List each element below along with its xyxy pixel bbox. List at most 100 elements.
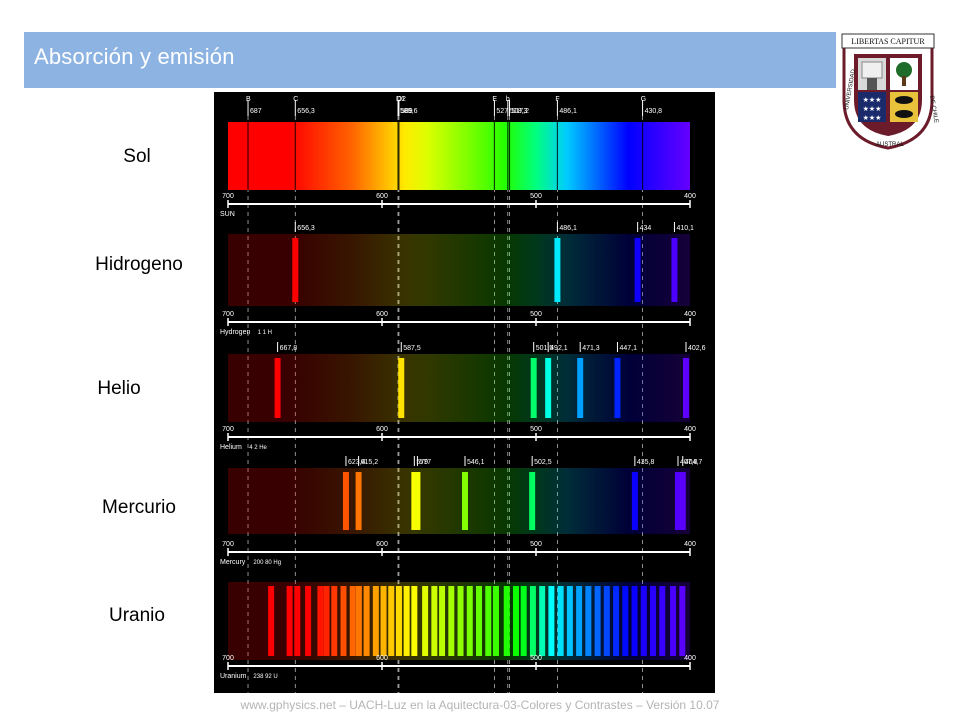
emission-line bbox=[529, 472, 536, 530]
fraunhofer-value: 527 bbox=[496, 108, 508, 115]
line-label: 656,3 bbox=[297, 225, 315, 232]
emission-line bbox=[355, 472, 362, 530]
tick-label: 700 bbox=[222, 311, 234, 318]
fraunhofer-letter: G bbox=[641, 96, 646, 103]
element-name: Hydrogen bbox=[220, 329, 250, 336]
line-label: 587,5 bbox=[403, 345, 421, 352]
emission-line bbox=[613, 586, 620, 656]
row-label-mercurio: Mercurio bbox=[102, 497, 176, 518]
emission-line bbox=[286, 586, 293, 656]
emission-line bbox=[363, 586, 370, 656]
fraunhofer-value: 518,3 bbox=[510, 108, 528, 115]
fraunhofer-value: 687 bbox=[250, 108, 262, 115]
emission-line bbox=[557, 586, 564, 656]
emission-line bbox=[674, 472, 681, 530]
emission-line bbox=[305, 586, 312, 656]
emission-line bbox=[414, 472, 421, 530]
emission-line bbox=[634, 238, 641, 302]
emission-line bbox=[640, 586, 647, 656]
emission-line bbox=[576, 586, 583, 656]
element-symbol: 238 92 U bbox=[253, 674, 277, 680]
emission-line bbox=[679, 472, 686, 530]
spectrum-band bbox=[228, 122, 690, 190]
emission-line bbox=[422, 586, 429, 656]
line-label: 447,1 bbox=[619, 345, 637, 352]
emission-line bbox=[659, 586, 666, 656]
spectrum-band bbox=[228, 468, 690, 534]
emission-line bbox=[492, 586, 499, 656]
line-label: 501,5 bbox=[536, 345, 554, 352]
fraunhofer-letter: b bbox=[506, 96, 510, 103]
tick-label: 400 bbox=[684, 193, 696, 200]
emission-line bbox=[631, 472, 638, 530]
svg-text:LIBERTAS CAPITUR: LIBERTAS CAPITUR bbox=[851, 37, 925, 46]
fraunhofer-value: 486,1 bbox=[559, 108, 577, 115]
emission-line bbox=[457, 586, 464, 656]
tick-label: 600 bbox=[376, 193, 388, 200]
emission-line bbox=[466, 586, 473, 656]
emission-line bbox=[650, 586, 657, 656]
line-label: 579 bbox=[416, 459, 428, 466]
emission-line bbox=[274, 358, 281, 418]
tick-label: 600 bbox=[376, 541, 388, 548]
fraunhofer-value: 430,8 bbox=[645, 108, 663, 115]
fraunhofer-letter: D2 bbox=[397, 96, 406, 103]
tick-label: 400 bbox=[684, 311, 696, 318]
emission-line bbox=[548, 586, 555, 656]
emission-line bbox=[395, 586, 402, 656]
emission-line bbox=[331, 586, 338, 656]
emission-line bbox=[439, 586, 446, 656]
fraunhofer-letter: F bbox=[555, 96, 559, 103]
emission-line bbox=[594, 586, 601, 656]
fraunhofer-value: 589 bbox=[401, 108, 413, 115]
emission-line bbox=[529, 586, 536, 656]
line-label: 486,1 bbox=[559, 225, 577, 232]
emission-line bbox=[411, 586, 418, 656]
line-label: 546,1 bbox=[467, 459, 485, 466]
emission-line bbox=[566, 586, 573, 656]
emission-line bbox=[268, 586, 275, 656]
tick-label: 500 bbox=[530, 655, 542, 662]
tick-label: 400 bbox=[684, 426, 696, 433]
fraunhofer-letter: C bbox=[293, 96, 298, 103]
emission-line bbox=[539, 586, 546, 656]
emission-line bbox=[631, 586, 638, 656]
element-name: SUN bbox=[220, 211, 235, 218]
tick-label: 500 bbox=[530, 426, 542, 433]
svg-text:★★★: ★★★ bbox=[863, 114, 882, 122]
emission-line bbox=[323, 586, 330, 656]
emission-line bbox=[577, 358, 584, 418]
emission-line bbox=[462, 472, 469, 530]
emission-line bbox=[448, 586, 455, 656]
emission-line bbox=[614, 358, 621, 418]
emission-line bbox=[403, 586, 410, 656]
emission-line bbox=[670, 586, 677, 656]
line-label: 577 bbox=[419, 459, 431, 466]
emission-line bbox=[520, 586, 527, 656]
emission-line bbox=[372, 586, 379, 656]
element-symbol: 1 1 H bbox=[258, 330, 272, 336]
fraunhofer-value: 589,6 bbox=[400, 108, 418, 115]
emission-line bbox=[294, 586, 301, 656]
row-label-hidrogeno: Hidrogeno bbox=[95, 254, 183, 275]
tick-label: 400 bbox=[684, 655, 696, 662]
emission-line bbox=[380, 586, 387, 656]
fraunhofer-value: 656,3 bbox=[297, 108, 315, 115]
page-title: Absorción y emisión bbox=[34, 44, 235, 69]
line-label: 435,8 bbox=[637, 459, 655, 466]
emission-line bbox=[342, 472, 349, 530]
element-name: Helium bbox=[220, 444, 242, 451]
row-label-sol: Sol bbox=[123, 146, 151, 167]
line-label: 492,1 bbox=[550, 345, 568, 352]
footer-credit: www.gphysics.net – UACH-Luz en la Aquite… bbox=[240, 698, 720, 712]
tick-label: 700 bbox=[222, 655, 234, 662]
tick-label: 700 bbox=[222, 193, 234, 200]
emission-line bbox=[671, 238, 678, 302]
line-label: 667,8 bbox=[280, 345, 298, 352]
emission-line bbox=[476, 586, 483, 656]
spectrum-band bbox=[228, 354, 690, 422]
line-label: 402,6 bbox=[688, 345, 706, 352]
element-name: Uranium bbox=[220, 673, 247, 680]
svg-text:★★★: ★★★ bbox=[863, 96, 882, 104]
emission-line bbox=[485, 586, 492, 656]
